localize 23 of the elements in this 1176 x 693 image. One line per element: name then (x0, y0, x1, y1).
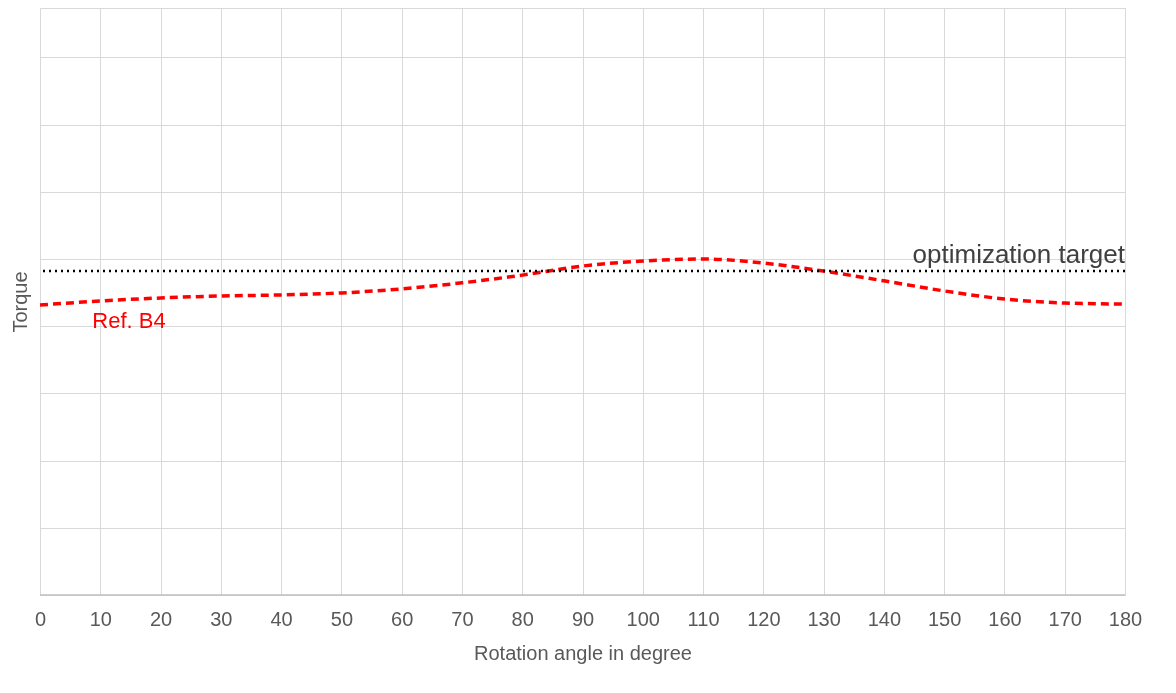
x-tick-label: 110 (687, 607, 720, 630)
x-tick-label: 10 (89, 607, 112, 630)
x-tick-label: 180 (1108, 607, 1143, 630)
x-tick-label: 30 (210, 607, 233, 630)
x-tick-label: 120 (747, 607, 781, 630)
x-tick-label: 60 (391, 607, 414, 630)
x-tick-label: 80 (511, 607, 534, 630)
x-tick-label: 150 (927, 607, 962, 630)
x-tick-label: 40 (270, 607, 293, 630)
x-tick-label: 90 (571, 607, 595, 630)
x-axis-title: Rotation angle in degree (474, 641, 692, 664)
x-tick-label: 20 (149, 607, 173, 630)
series-label: Ref. B4 (92, 308, 166, 333)
x-tick-label: 170 (1048, 607, 1082, 630)
y-axis-title: Torque (8, 271, 31, 333)
ref-line-label: optimization target (912, 239, 1126, 270)
x-tick-label: 0 (34, 607, 47, 630)
x-tick-label: 140 (867, 607, 902, 630)
x-tick-label: 130 (807, 607, 841, 630)
x-tick-label: 100 (626, 607, 660, 630)
x-tick-label: 70 (451, 607, 474, 630)
x-tick-label: 50 (330, 607, 354, 630)
x-tick-label: 160 (988, 607, 1022, 630)
